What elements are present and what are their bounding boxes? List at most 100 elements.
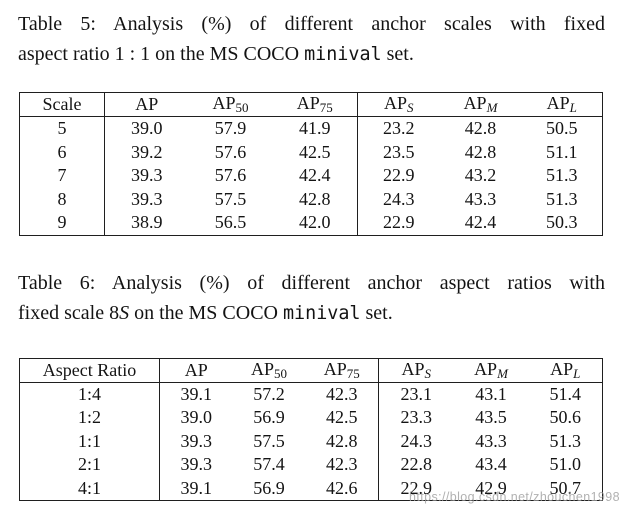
row-label: 9 [19,211,105,235]
data-cell: 43.4 [475,454,507,475]
column-header: APL [522,93,603,117]
data-cell: 23.5 [383,141,415,162]
table-row: 1:1 39.3 57.5 42.8 24.3 43.3 51.3 [19,429,603,453]
data-cell: 42.3 [305,453,379,477]
table-row: 8 39.3 57.5 42.8 24.3 43.3 51.3 [19,187,603,211]
column-header-text: AP [401,358,425,379]
table5-caption-line2: aspect ratio 1 : 1 on the MS COCO miniva… [18,39,605,70]
column-header: AP50 [233,358,306,382]
data-cell: 50.6 [549,407,582,428]
row-label: 4:1 [19,476,160,501]
data-cell: 24.3 [400,430,433,451]
data-cell: 42.4 [464,212,497,233]
data-cell: 50.5 [546,118,578,139]
table5-caption: Table 5: Analysis (%) of different ancho… [0,0,624,70]
data-cell: 43.1 [475,383,507,404]
data-cell: 22.8 [400,454,433,475]
data-cell: 38.9 [131,212,163,233]
column-header: AP75 [305,358,379,382]
data-cell: 51.1 [546,141,578,162]
column-header-subscript: M [497,365,508,381]
column-header-subscript: 75 [319,100,333,115]
column-header-subscript: M [486,100,498,115]
column-header: APL [529,358,603,382]
data-cell: 23.1 [400,383,433,404]
column-header-text: AP [296,93,320,113]
data-cell: 22.9 [383,165,415,186]
table6-caption-text4: set. [360,301,393,324]
table6-caption-minival: minival [282,302,361,324]
table-row: 1:2 39.0 56.9 42.5 23.3 43.5 50.6 [19,406,603,430]
table-row: 9 38.9 56.5 42.0 22.9 42.4 50.3 [19,211,603,235]
column-header-subscript: 50 [235,100,249,115]
header-row: Scale AP AP50 AP75 APS APM APL [19,92,603,117]
data-cell: 42.9 [475,477,507,498]
data-cell: 42.8 [464,141,497,162]
header-row: Aspect Ratio AP AP50 AP75 APS APM APL [19,358,603,382]
row-label: 5 [19,116,105,141]
table6-caption-scale-S: S [119,301,130,324]
data-cell: 57.5 [214,188,247,209]
data-cell: 57.4 [253,454,285,475]
column-header-text: AP [184,359,208,380]
row-label: 1:2 [19,406,160,430]
table6-caption-line2: fixed scale 8S on the MS COCO minival se… [18,298,605,329]
column-header-subscript: S [407,100,414,115]
column-header-text: Aspect Ratio [42,359,137,380]
table-row: 5 39.0 57.9 41.9 23.2 42.8 50.5 [19,116,603,141]
row-label: 7 [19,164,105,188]
column-header: Aspect Ratio [19,358,160,382]
column-header: AP [105,93,189,117]
table6-caption-line1: Table 6: Analysis (%) of different ancho… [18,268,605,298]
data-cell: 42.5 [305,406,379,430]
data-cell: 50.3 [546,212,578,233]
data-cell: 42.5 [272,140,358,164]
data-cell: 43.2 [464,165,497,186]
data-cell: 39.3 [180,454,213,475]
data-cell: 51.3 [546,165,578,186]
table6-caption-text2: fixed scale 8 [18,301,120,324]
table5-caption-text3: set. [381,43,414,65]
data-cell: 39.0 [131,118,163,139]
data-cell: 51.4 [549,383,582,404]
column-header: APS [379,358,454,382]
data-cell: 39.3 [180,430,213,451]
column-header: APM [454,358,529,382]
data-cell: 56.9 [253,477,285,498]
table6-caption-label: Table 6: [18,271,96,294]
column-header-text: AP [250,358,274,379]
data-cell: 42.6 [305,476,379,501]
row-label: 6 [19,140,105,164]
column-header-subscript: 75 [346,365,360,381]
table-row: 4:1 39.1 56.9 42.6 22.9 42.9 50.7 [19,476,603,501]
table-row: 1:4 39.1 57.2 42.3 23.1 43.1 51.4 [19,382,603,406]
data-cell: 43.3 [475,430,507,451]
column-header-text: AP [474,358,498,379]
column-header-text: AP [212,93,236,113]
data-cell: 56.9 [253,407,285,428]
data-cell: 39.1 [180,477,213,498]
column-header-subscript: 50 [274,365,287,381]
data-cell: 51.3 [546,188,578,209]
data-cell: 50.7 [549,477,582,498]
table6-aspect-ratios: Aspect Ratio AP AP50 AP75 APS APM APL 1:4 39.1 57… [19,357,603,501]
table5-caption-label: Table 5: [18,13,96,35]
column-header-text: AP [550,358,574,379]
data-cell: 22.9 [383,212,415,233]
column-header: Scale [19,92,105,117]
table6-caption-text1: Analysis (%) of different anchor aspect … [111,271,605,294]
data-cell: 57.6 [214,141,247,162]
data-cell: 42.3 [305,382,379,406]
column-header-subscript: S [424,365,432,381]
table6-caption: Table 6: Analysis (%) of different ancho… [0,236,624,329]
data-cell: 57.6 [214,165,247,186]
data-cell: 22.9 [400,477,433,498]
column-header-text: Scale [42,94,82,114]
row-label: 2:1 [19,453,160,477]
table5-caption-text1: Analysis (%) of different anchor scales … [113,13,605,35]
table5-anchor-scales: Scale AP AP50 AP75 APS APM APL 5 39.0 57.9 41.9 23.… [19,92,603,236]
data-cell: 43.3 [464,188,497,209]
row-label: 1:4 [19,382,160,406]
column-header: AP [160,358,233,382]
data-cell: 57.9 [214,118,247,139]
